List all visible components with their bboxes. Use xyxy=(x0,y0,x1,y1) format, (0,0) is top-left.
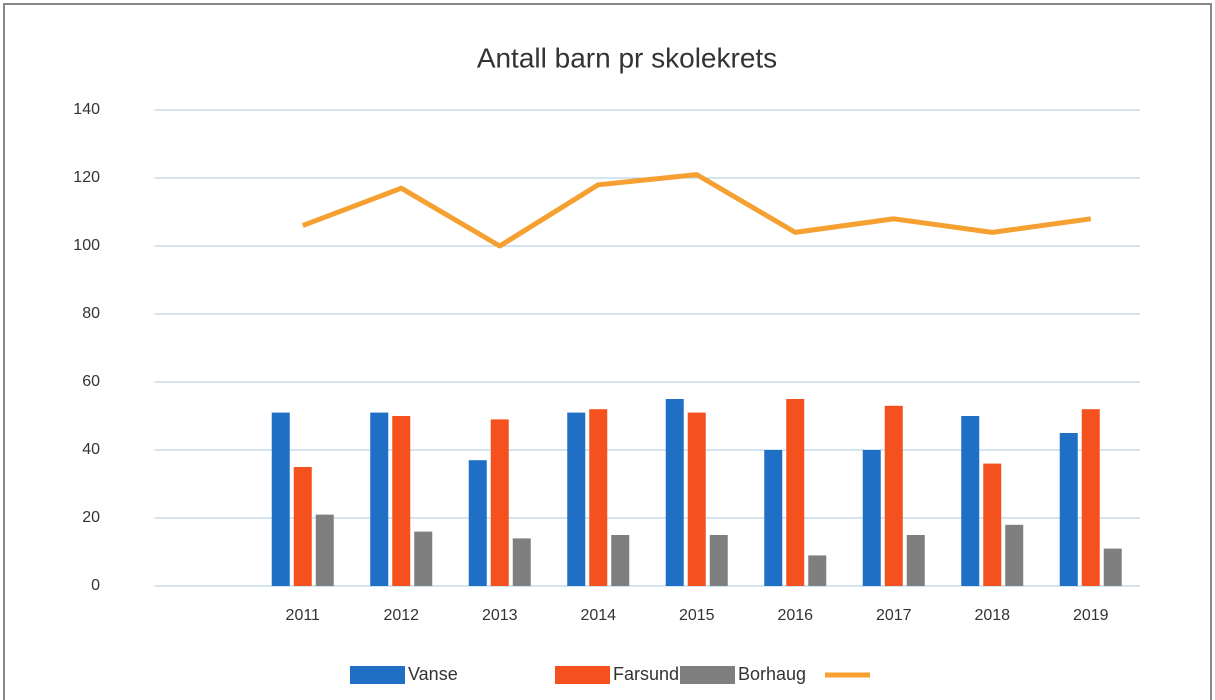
legend-swatch xyxy=(350,666,405,684)
chart-frame xyxy=(3,3,1212,700)
bar xyxy=(862,450,881,586)
x-tick-label: 2019 xyxy=(1073,607,1109,624)
bar xyxy=(808,555,827,586)
bar xyxy=(589,409,608,586)
bar xyxy=(271,412,290,586)
legend-swatch xyxy=(555,666,610,684)
bar xyxy=(611,535,630,586)
bar xyxy=(786,399,805,586)
x-tick-label: 2014 xyxy=(580,607,616,624)
x-tick-label: 2016 xyxy=(777,607,813,624)
x-tick-label: 2011 xyxy=(286,607,321,624)
bar xyxy=(370,412,389,586)
bar xyxy=(414,531,433,586)
bar xyxy=(764,450,783,586)
bar xyxy=(293,467,312,586)
bar xyxy=(906,535,925,586)
bar xyxy=(315,514,334,586)
y-tick-label: 20 xyxy=(82,509,100,526)
bar xyxy=(983,463,1002,586)
x-tick-label: 2015 xyxy=(679,607,715,624)
legend-label: Borhaug xyxy=(738,664,806,684)
bar xyxy=(1005,524,1024,586)
y-tick-label: 40 xyxy=(82,441,100,458)
x-tick-label: 2017 xyxy=(876,607,912,624)
bar xyxy=(1059,433,1078,586)
y-tick-label: 80 xyxy=(82,305,100,322)
bar xyxy=(1081,409,1100,586)
bar xyxy=(392,416,411,586)
bar xyxy=(1103,548,1122,586)
x-tick-label: 2018 xyxy=(974,607,1010,624)
y-tick-label: 0 xyxy=(91,577,100,594)
legend-label: Farsund xyxy=(613,664,679,684)
bar xyxy=(567,412,586,586)
bar xyxy=(709,535,728,586)
bar xyxy=(468,460,487,586)
bar xyxy=(512,538,531,586)
y-tick-label: 140 xyxy=(73,101,100,118)
y-tick-label: 120 xyxy=(73,169,100,186)
y-tick-label: 100 xyxy=(73,237,100,254)
legend-label: Vanse xyxy=(408,664,458,684)
y-tick-label: 60 xyxy=(82,373,100,390)
chart-title: Antall barn pr skolekrets xyxy=(477,42,777,73)
x-tick-label: 2012 xyxy=(383,607,419,624)
bar xyxy=(490,419,509,586)
line xyxy=(301,172,1092,249)
bar xyxy=(687,412,706,586)
bar xyxy=(665,399,684,586)
bar xyxy=(884,405,903,586)
legend-swatch xyxy=(680,666,735,684)
bar xyxy=(961,416,980,586)
x-tick-label: 2013 xyxy=(482,607,518,624)
